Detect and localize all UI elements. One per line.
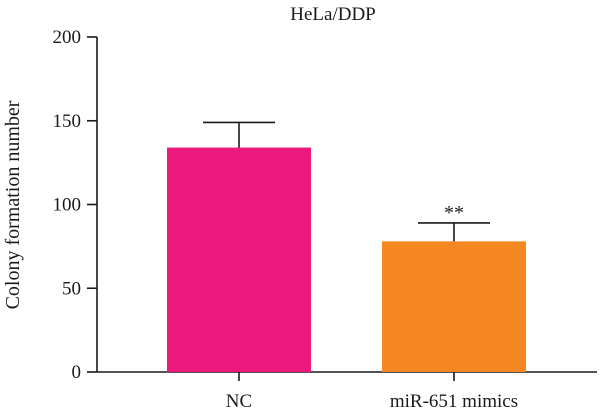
bar-0 [167,147,311,372]
bar-1 [382,241,526,372]
y-tick-label-3: 150 [53,111,82,132]
x-tick-label-0: NC [226,391,252,412]
significance-label-1: ** [444,202,464,224]
y-axis-label: Colony formation number [2,100,24,309]
y-tick-label-2: 100 [53,195,82,216]
x-axis: NC miR-651 mimics [97,371,597,412]
chart-title: HeLa/DDP [290,4,375,25]
bars: ** [167,121,526,372]
y-tick-label-0: 0 [72,362,82,383]
y-tick-label-1: 50 [62,278,81,299]
y-tick-label-4: 200 [53,27,82,48]
x-tick-label-1: miR-651 mimics [390,391,518,412]
y-axis: 0 50 100 150 200 [53,27,98,383]
